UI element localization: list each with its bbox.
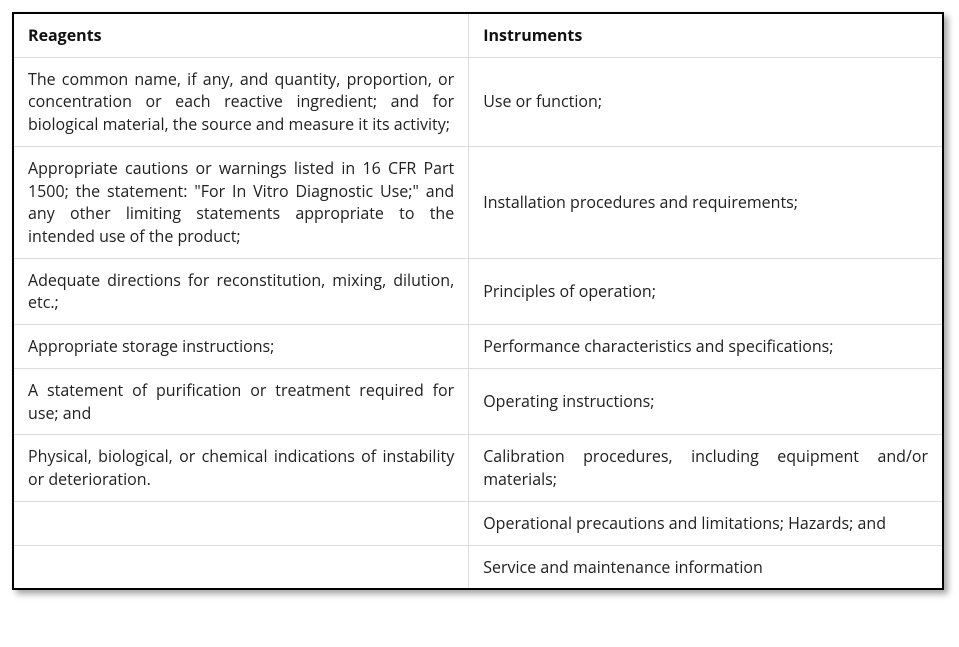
cell-reagents: Appropriate storage instructions; bbox=[14, 325, 469, 369]
cell-reagents: Physical, biological, or chemical indica… bbox=[14, 435, 469, 501]
cell-instruments: Use or function; bbox=[469, 57, 942, 146]
cell-reagents bbox=[14, 501, 469, 545]
cell-reagents: The common name, if any, and quantity, p… bbox=[14, 57, 469, 146]
cell-instruments: Principles of operation; bbox=[469, 258, 942, 324]
cell-reagents: Adequate directions for reconstitution, … bbox=[14, 258, 469, 324]
table-header-row: Reagents Instruments bbox=[14, 14, 942, 57]
table-row: A statement of purification or treatment… bbox=[14, 368, 942, 434]
table-row: Adequate directions for reconstitution, … bbox=[14, 258, 942, 324]
cell-instruments: Operational precautions and limitations;… bbox=[469, 501, 942, 545]
cell-instruments: Calibration procedures, including equipm… bbox=[469, 435, 942, 501]
cell-instruments: Installation procedures and requirements… bbox=[469, 146, 942, 258]
table-row: Service and maintenance information bbox=[14, 545, 942, 588]
table: Reagents Instruments The common name, if… bbox=[14, 14, 942, 588]
col-header-instruments: Instruments bbox=[469, 14, 942, 57]
table-row: Physical, biological, or chemical indica… bbox=[14, 435, 942, 501]
cell-instruments: Performance characteristics and specific… bbox=[469, 325, 942, 369]
table-row: Operational precautions and limitations;… bbox=[14, 501, 942, 545]
cell-reagents: Appropriate cautions or warnings listed … bbox=[14, 146, 469, 258]
labeling-requirements-table: Reagents Instruments The common name, if… bbox=[12, 12, 944, 590]
col-header-reagents: Reagents bbox=[14, 14, 469, 57]
table-row: The common name, if any, and quantity, p… bbox=[14, 57, 942, 146]
cell-reagents bbox=[14, 545, 469, 588]
cell-reagents: A statement of purification or treatment… bbox=[14, 368, 469, 434]
cell-instruments: Service and maintenance information bbox=[469, 545, 942, 588]
table-row: Appropriate storage instructions; Perfor… bbox=[14, 325, 942, 369]
table-row: Appropriate cautions or warnings listed … bbox=[14, 146, 942, 258]
cell-instruments: Operating instructions; bbox=[469, 368, 942, 434]
